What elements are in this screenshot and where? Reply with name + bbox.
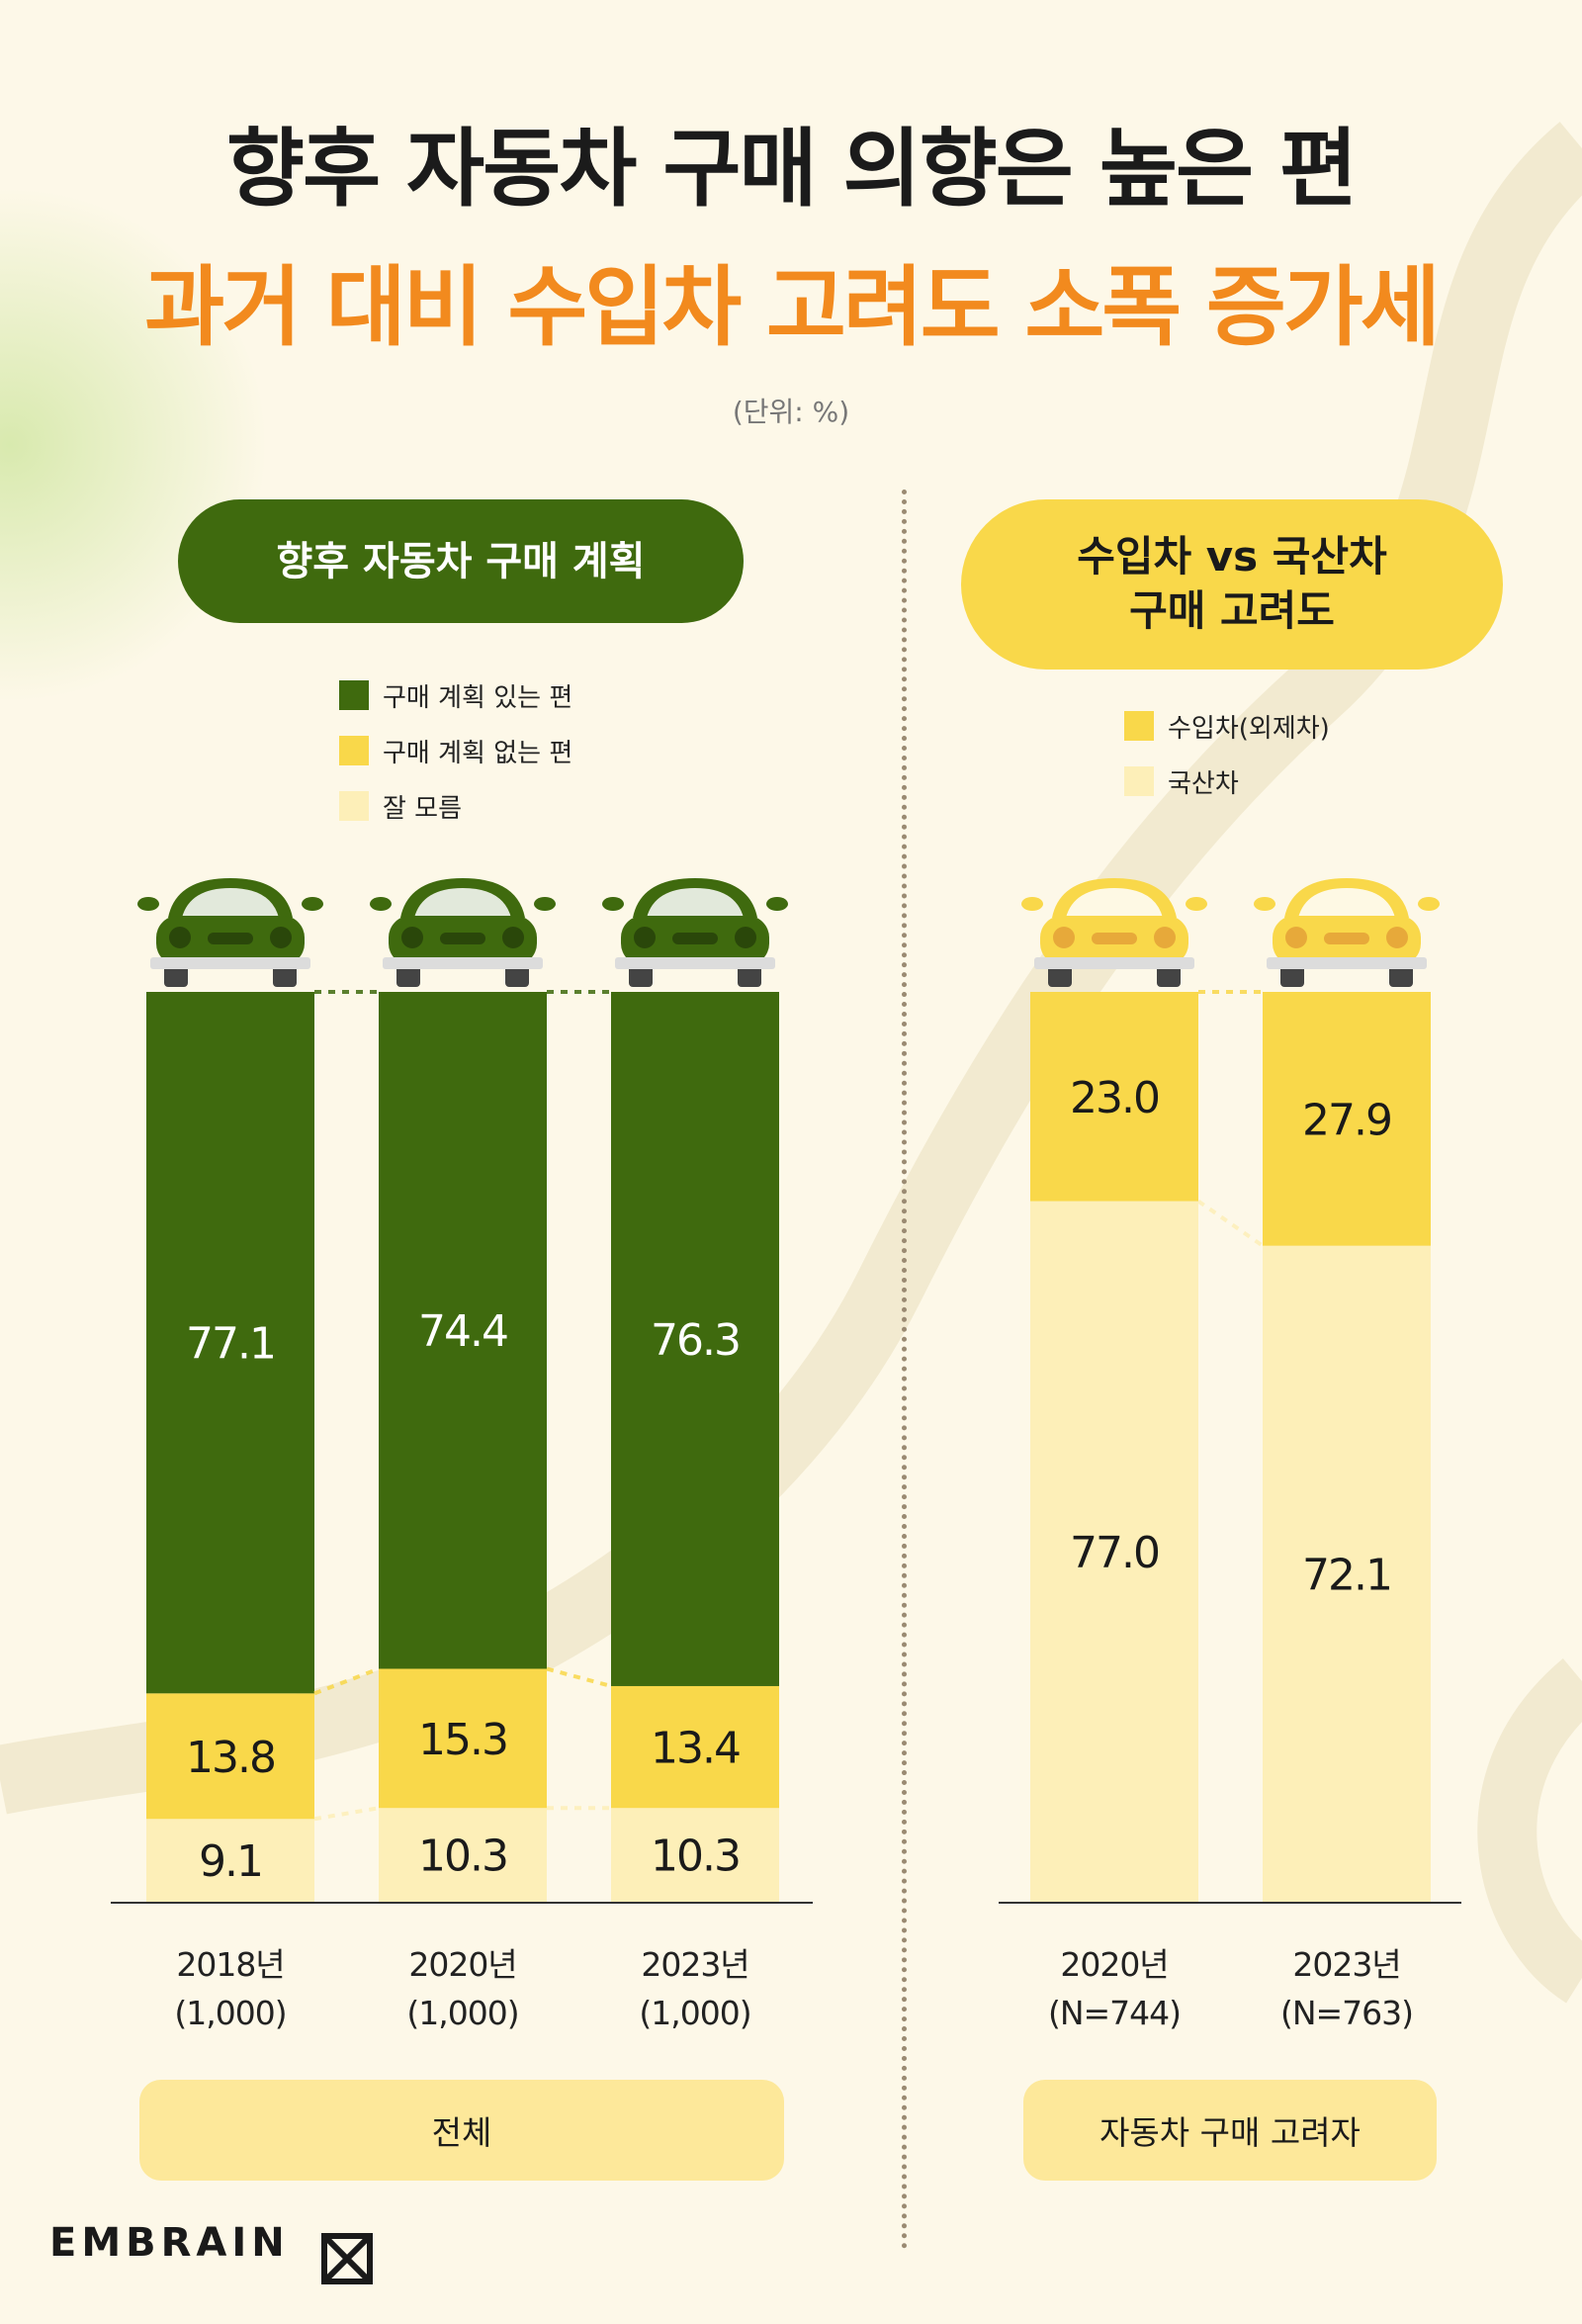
legend-item-unknown: 잘 모름 [339, 778, 572, 834]
car-icon [602, 878, 788, 987]
x-tick-sublabel: (N=744) [1048, 1994, 1181, 2032]
data-label: 9.1 [199, 1836, 262, 1887]
bar-segment [146, 1819, 314, 1902]
x-tick-sublabel: (N=763) [1280, 1994, 1413, 2032]
data-label: 72.1 [1302, 1550, 1391, 1600]
legend-swatch [339, 680, 369, 710]
panel-divider [902, 490, 907, 2250]
legend-swatch [339, 736, 369, 765]
title-line2: 과거 대비 수입차 고려도 소폭 증가세 [144, 256, 1441, 358]
embrain-logo-mark-icon [321, 2233, 373, 2284]
data-label: 77.1 [186, 1319, 275, 1370]
bar-segment [611, 1685, 779, 1809]
data-label: 10.3 [418, 1832, 507, 1882]
bar-segment [1263, 1245, 1431, 1902]
x-tick-label: 2020년 [1060, 1945, 1168, 1984]
bar-segment [379, 1668, 547, 1809]
import-vs-domestic-pill: 수입차 vs 국산차 구매 고려도 [961, 499, 1503, 670]
data-label: 13.4 [651, 1724, 740, 1774]
connector-line [546, 1666, 612, 1688]
purchase-plan-pill: 향후 자동차 구매 계획 [178, 499, 744, 623]
pill-right-line1: 수입차 vs 국산차 [1077, 532, 1387, 581]
legend-right: 수입차(외제차) 국산차 [1124, 698, 1330, 809]
legend-label: 국산차 [1168, 768, 1239, 799]
car-icon [1021, 878, 1207, 987]
title-line1: 향후 자동차 구매 의향은 높은 편 [225, 120, 1358, 219]
group-label-all: 전체 [139, 2080, 784, 2181]
pill-right-line2: 구매 고려도 [1129, 586, 1335, 635]
embrain-logo: EMBRAIN [49, 2220, 290, 2266]
bar-segment [1030, 992, 1198, 1202]
bar-segment [379, 992, 547, 1669]
x-tick-label: 2020년 [408, 1945, 516, 1984]
legend-item-plan-yes: 구매 계획 있는 편 [339, 668, 572, 723]
legend-item-plan-no: 구매 계획 없는 편 [339, 723, 572, 778]
x-tick-sublabel: (1,000) [174, 1994, 286, 2032]
bar-segment [379, 1808, 547, 1902]
bar-segment [611, 1808, 779, 1902]
bar-segment [1263, 992, 1431, 1246]
bar-segment [146, 1693, 314, 1820]
car-icon [1254, 878, 1440, 987]
data-label: 23.0 [1070, 1073, 1159, 1123]
connector-line [313, 1806, 380, 1822]
legend-left: 구매 계획 있는 편 구매 계획 없는 편 잘 모름 [339, 668, 572, 834]
x-tick-sublabel: (1,000) [639, 1994, 750, 2032]
data-label: 77.0 [1070, 1528, 1159, 1578]
bar-segment [611, 992, 779, 1686]
data-label: 27.9 [1302, 1095, 1391, 1145]
connector-line [1196, 1199, 1265, 1248]
data-label: 15.3 [418, 1715, 507, 1765]
data-label: 10.3 [651, 1832, 740, 1882]
unit-label: (단위: %) [732, 396, 850, 428]
group-label-car-buyers: 자동차 구매 고려자 [1023, 2080, 1437, 2181]
connector-line [313, 1666, 380, 1696]
legend-swatch [339, 791, 369, 821]
legend-label: 구매 계획 없는 편 [383, 738, 573, 768]
legend-swatch [1124, 766, 1154, 796]
legend-swatch [1124, 711, 1154, 741]
legend-item-import: 수입차(외제차) [1124, 698, 1330, 754]
legend-label: 구매 계획 있는 편 [383, 682, 573, 713]
legend-item-domestic: 국산차 [1124, 754, 1330, 809]
bar-segment [146, 992, 314, 1694]
car-icon [370, 878, 556, 987]
x-tick-sublabel: (1,000) [406, 1994, 518, 2032]
x-tick-label: 2023년 [1292, 1945, 1400, 1984]
x-tick-label: 2018년 [176, 1945, 284, 1984]
data-label: 74.4 [418, 1306, 507, 1357]
legend-label: 수입차(외제차) [1168, 713, 1330, 744]
legend-label: 잘 모름 [383, 793, 463, 824]
data-label: 76.3 [651, 1315, 740, 1366]
x-tick-label: 2023년 [641, 1945, 748, 1984]
data-label: 13.8 [186, 1733, 275, 1783]
bar-segment [1030, 1201, 1198, 1902]
car-icon [137, 878, 323, 987]
